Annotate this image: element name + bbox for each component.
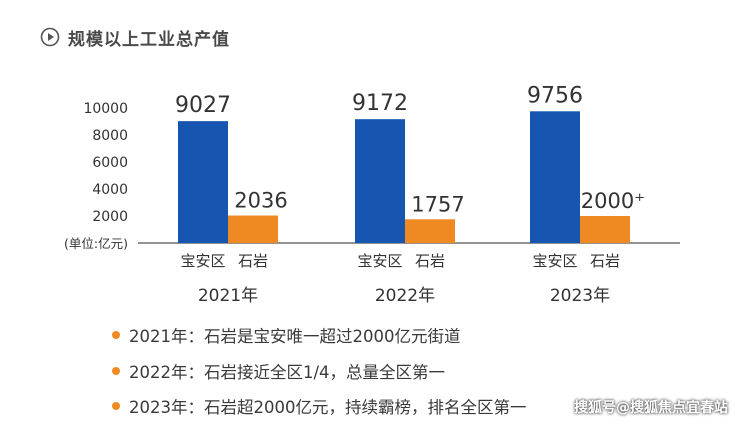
category-label: 2023年 [550, 286, 610, 306]
y-tick-label: 10000 [83, 101, 128, 117]
note-item: 2022年：石岩接近全区1/4，总量全区第一 [112, 361, 526, 381]
category-label: 2022年 [375, 286, 435, 306]
bullet-icon [112, 402, 120, 410]
series-label: 宝安区 [532, 252, 577, 270]
note-text: 2021年：石岩是宝安唯一超过2000亿元街道 [129, 323, 460, 347]
bar [580, 216, 630, 243]
y-tick-label: 4000 [92, 182, 128, 198]
note-item: 2023年：石岩超2000亿元，持续霸榜，排名全区第一 [112, 396, 526, 416]
bar-value-label: 9756 [527, 83, 583, 108]
bullet-icon [112, 331, 120, 339]
bar [355, 119, 405, 243]
bar-value-label: 2000⁺ [581, 189, 646, 213]
bar [530, 111, 580, 243]
bar [405, 219, 455, 243]
note-text: 2023年：石岩超2000亿元，持续霸榜，排名全区第一 [129, 394, 526, 418]
bar-value-label: 9027 [175, 93, 231, 118]
bullet-icon [112, 367, 120, 375]
notes-list: 2021年：石岩是宝安唯一超过2000亿元街道 2022年：石岩接近全区1/4，… [112, 325, 526, 432]
note-text: 2022年：石岩接近全区1/4，总量全区第一 [129, 359, 445, 383]
watermark: 搜狐号@搜狐焦点宜春站 [574, 397, 728, 417]
series-label: 石岩 [415, 252, 445, 270]
category-label: 2021年 [198, 286, 258, 306]
bar-value-label: 9172 [352, 91, 408, 116]
bar-value-label: 2036 [234, 189, 287, 213]
series-label: 宝安区 [180, 252, 225, 270]
note-item: 2021年：石岩是宝安唯一超过2000亿元街道 [112, 325, 526, 345]
unit-label: (单位:亿元) [64, 236, 128, 251]
bar [228, 216, 278, 243]
bar [178, 121, 228, 243]
bar-chart: 2000 4000 6000 8000 10000 (单位:亿元) 9027 宝安区 2036 石… [0, 0, 740, 320]
series-label: 石岩 [590, 252, 620, 270]
y-tick-label: 8000 [92, 128, 128, 144]
y-tick-label: 2000 [92, 209, 128, 225]
bar-value-label: 1757 [411, 192, 464, 216]
y-tick-label: 6000 [92, 155, 128, 171]
series-label: 宝安区 [357, 252, 402, 270]
series-label: 石岩 [238, 252, 268, 270]
